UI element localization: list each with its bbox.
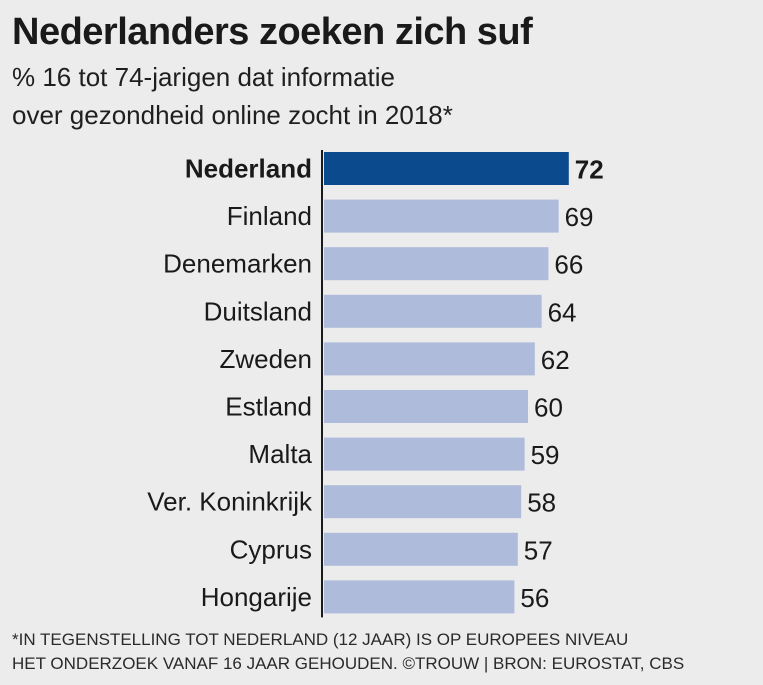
footnote-line-1: *IN TEGENSTELLING TOT NEDERLAND (12 JAAR… <box>12 630 629 649</box>
bar-denemarken <box>324 247 549 281</box>
category-label-ver-koninkrijk: Ver. Koninkrijk <box>147 487 313 517</box>
chart-title: Nederlanders zoeken zich suf <box>12 11 533 53</box>
bar-zweden <box>324 342 535 376</box>
bar-nederland <box>324 152 569 185</box>
value-label-hongarije: 56 <box>520 583 549 613</box>
bar-hongarije <box>324 580 515 614</box>
bar-ver-koninkrijk <box>324 485 522 519</box>
bar-estland <box>324 390 528 423</box>
chart-subtitle-line-1: % 16 tot 74-jarigen dat informatie <box>12 62 395 92</box>
category-label-malta: Malta <box>248 439 312 469</box>
value-label-duitsland: 64 <box>548 297 577 327</box>
category-label-nederland: Nederland <box>185 154 312 184</box>
category-label-hongarije: Hongarije <box>201 582 312 612</box>
bar-malta <box>324 437 525 471</box>
chart-subtitle-line-2: over gezondheid online zocht in 2018* <box>12 100 453 130</box>
value-label-cyprus: 57 <box>524 535 553 565</box>
bar-finland <box>324 199 559 233</box>
value-label-zweden: 62 <box>541 345 570 375</box>
value-label-malta: 59 <box>531 440 560 470</box>
value-label-estland: 60 <box>534 393 563 423</box>
category-label-cyprus: Cyprus <box>230 534 312 564</box>
value-label-ver-koninkrijk: 58 <box>527 488 556 518</box>
bar-chart: Nederland 72 Finland 69 Denemarken 66 Duitslan… <box>147 150 604 618</box>
category-label-estland: Estland <box>225 392 312 422</box>
category-label-finland: Finland <box>227 201 312 231</box>
value-label-finland: 69 <box>565 202 594 232</box>
bar-duitsland <box>324 294 542 328</box>
category-label-zweden: Zweden <box>220 344 313 374</box>
value-label-denemarken: 66 <box>554 250 583 280</box>
footnote-line-2: HET ONDERZOEK VANAF 16 JAAR GEHOUDEN. ©T… <box>12 654 685 673</box>
value-label-nederland: 72 <box>575 155 604 185</box>
category-label-denemarken: Denemarken <box>163 249 312 279</box>
bar-cyprus <box>324 532 518 566</box>
category-label-duitsland: Duitsland <box>204 296 312 326</box>
